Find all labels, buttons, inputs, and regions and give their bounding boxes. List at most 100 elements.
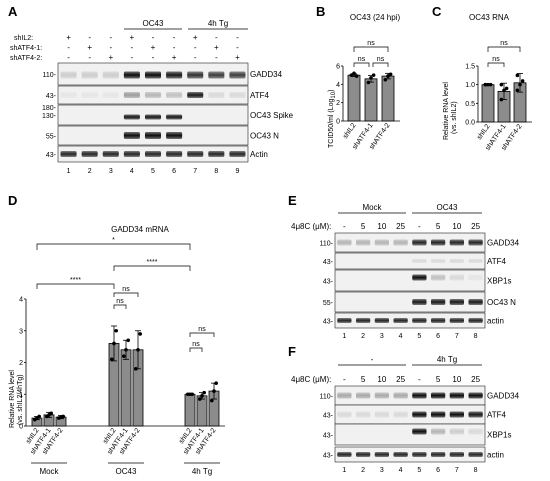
data-point — [214, 381, 218, 385]
blot-band — [337, 318, 352, 323]
blot-band — [81, 151, 98, 157]
condition-sign: - — [194, 53, 197, 62]
lane-number: 7 — [455, 333, 459, 340]
blot-band — [431, 299, 446, 305]
blot-label: Actin — [250, 150, 268, 159]
blot-band — [468, 274, 483, 281]
d-ylabel: Relative RNA level — [9, 370, 16, 428]
sig-label: * — [112, 237, 115, 244]
sig-label: **** — [147, 259, 158, 266]
mw-marker: 110- — [43, 72, 57, 79]
condition-sign: - — [88, 33, 91, 42]
a-row-label-shil2: shIL2: — [14, 35, 33, 42]
data-point — [124, 348, 128, 352]
data-point — [138, 332, 142, 336]
blot-band — [374, 452, 389, 457]
blot-band — [374, 318, 389, 323]
y-tick-label: 6 — [336, 64, 340, 71]
a-blots: GADD34 110- ATF4 43- OC43 Spike 180-130- OC43 … — [42, 62, 294, 163]
lane-number: 8 — [474, 333, 478, 340]
dose-label: 25 — [471, 375, 480, 384]
data-point — [369, 76, 373, 80]
mw-marker: 43- — [323, 319, 334, 326]
dose-label: 5 — [361, 375, 366, 384]
d-ylabel-2: (vs. shIL2/4hTg) — [17, 374, 24, 425]
data-point — [210, 398, 214, 403]
blot-band — [208, 92, 225, 98]
sig-bracket — [113, 292, 139, 297]
e-blots: GADD34 110- ATF4 43- XBP1s 43- OC43 N 55- actin 4… — [320, 232, 520, 329]
data-point — [122, 354, 126, 358]
dose-label: 5 — [436, 375, 441, 384]
blot-label: OC43 N — [250, 132, 279, 141]
blot-band — [431, 318, 446, 323]
lane-number: 2 — [361, 467, 365, 474]
lane-number: 6 — [436, 333, 440, 340]
condition-sign: - — [131, 53, 134, 62]
lane-number: 4 — [399, 467, 403, 474]
blot-band — [337, 452, 352, 457]
blot-label: ATF4 — [487, 411, 507, 420]
blot-band — [468, 259, 483, 263]
data-point — [499, 97, 504, 102]
sig-label: ns — [122, 286, 130, 293]
mw-marker: 110- — [320, 241, 334, 248]
blot-band — [166, 114, 183, 120]
blot-band — [393, 239, 408, 246]
data-point — [515, 73, 520, 78]
blot-band — [468, 452, 483, 457]
blot-band — [208, 71, 225, 79]
lane-number: 5 — [417, 467, 421, 474]
e-treatment-label: 4μ8C (μM): — [291, 222, 331, 231]
blot-band — [412, 411, 427, 418]
data-point — [212, 389, 216, 393]
condition-sign: + — [151, 43, 156, 52]
blot-band — [229, 92, 246, 98]
x-tick-label: shIL2 — [342, 122, 358, 140]
data-point — [502, 88, 506, 93]
blot-label: GADD34 — [487, 239, 520, 248]
lane-number: 3 — [380, 467, 384, 474]
blot-strip — [334, 252, 486, 270]
blot-label: GADD34 — [250, 70, 283, 79]
data-point — [110, 357, 114, 362]
sig-bracket — [372, 62, 389, 67]
sig-label: **** — [70, 277, 81, 284]
blot-band — [144, 132, 162, 139]
blot-band — [431, 411, 446, 418]
x-tick-label: shIL2 — [476, 123, 492, 141]
mw-marker: 110- — [320, 394, 334, 401]
blot-band — [449, 299, 464, 305]
blot-band — [229, 71, 246, 79]
panel-letter-a: A — [8, 4, 18, 19]
data-point — [349, 73, 354, 77]
blot-band — [356, 411, 371, 418]
condition-sign: - — [67, 53, 70, 62]
sig-label: ns — [358, 56, 366, 63]
dose-label: 25 — [396, 375, 405, 384]
c-ylabel: Relative RNA level — [443, 82, 450, 140]
data-point — [383, 77, 388, 82]
blot-band — [449, 392, 464, 399]
blot-band — [449, 318, 464, 323]
blot-band — [166, 71, 183, 79]
blot-strip — [334, 446, 486, 463]
sig-bracket — [189, 332, 215, 337]
blot-band — [412, 452, 427, 457]
bar — [120, 349, 132, 427]
y-tick-label: 0.5 — [465, 101, 475, 108]
b-ylabel: TCID50/ml (Log10) — [328, 90, 337, 148]
blot-band — [356, 392, 371, 399]
lane-number: 4 — [130, 168, 134, 175]
a-group-tg: 4h Tg — [208, 19, 228, 28]
lane-number: 5 — [151, 168, 155, 175]
data-point — [202, 390, 206, 395]
blot-band — [374, 239, 389, 246]
blot-band — [393, 392, 408, 399]
dose-label: 5 — [361, 222, 366, 231]
lane-number: 8 — [214, 168, 218, 175]
panel-a-western-blot: shIL2: shATF4-1: shATF4-2: + - - + - - + - -- + - -… — [10, 19, 294, 175]
a-row-label-shatf4-1: shATF4-1: — [10, 45, 42, 52]
